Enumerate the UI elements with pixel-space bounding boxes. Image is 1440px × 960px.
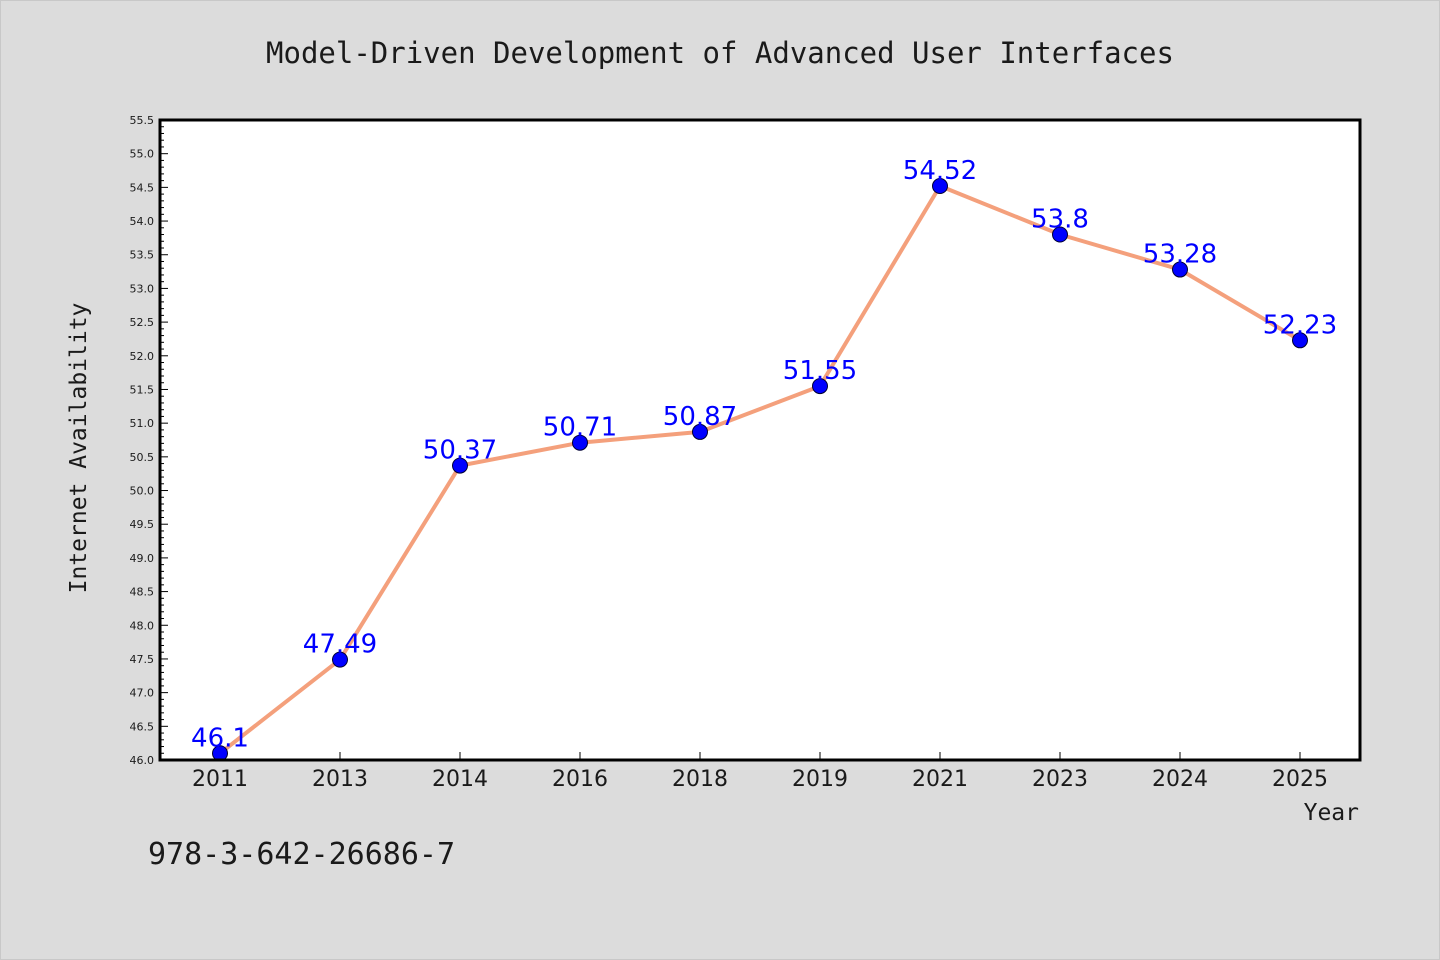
x-tick-label: 2013 — [312, 767, 368, 792]
chart-title: Model-Driven Development of Advanced Use… — [266, 36, 1174, 70]
data-point — [932, 178, 948, 195]
x-tick-label: 2018 — [672, 767, 728, 792]
data-label: 50.87 — [663, 402, 737, 432]
data-label: 50.71 — [543, 413, 617, 443]
y-tick-label: 46.0 — [130, 754, 155, 767]
x-tick-label: 2023 — [1032, 767, 1088, 792]
data-point — [452, 457, 468, 474]
x-tick-label: 2019 — [792, 767, 848, 792]
data-label: 52.23 — [1263, 310, 1337, 340]
y-tick-label: 49.5 — [130, 518, 155, 531]
y-axis: 46.0 46.5 47.0 47.5 48.0 48.5 49.0 49.5 50.0 50.5… — [130, 114, 168, 767]
data-point — [692, 423, 708, 440]
y-axis-label: Internet Availability — [66, 303, 92, 594]
y-tick-label: 48.5 — [130, 586, 155, 599]
y-tick-label: 54.0 — [130, 215, 155, 228]
y-tick-label: 53.0 — [130, 282, 155, 295]
data-point — [1292, 332, 1308, 349]
x-tick-label: 2025 — [1272, 767, 1328, 792]
x-tick-label: 2011 — [192, 767, 248, 792]
data-labels: 46.1 47.49 50.37 50.71 50.87 51.55 54.52 53.8 53… — [191, 156, 1337, 753]
x-axis-label: Year — [1304, 800, 1359, 826]
data-label: 51.55 — [783, 356, 857, 386]
x-tick-label: 2014 — [432, 767, 488, 792]
y-tick-label: 49.0 — [130, 552, 155, 565]
data-label: 47.49 — [303, 630, 377, 660]
y-tick-label: 50.0 — [130, 485, 155, 498]
x-tick-label: 2016 — [552, 767, 608, 792]
x-tick-label: 2024 — [1152, 767, 1208, 792]
series-line — [218, 184, 1302, 755]
y-tick-label: 55.0 — [130, 148, 155, 161]
y-tick-label: 51.0 — [130, 417, 155, 430]
x-tick-label: 2021 — [912, 767, 968, 792]
data-label: 53.28 — [1143, 240, 1217, 270]
y-tick-label: 53.5 — [130, 249, 155, 262]
y-tick-label: 48.0 — [130, 619, 155, 632]
data-label: 50.37 — [423, 436, 497, 466]
isbn-text: 978-3-642-26686-7 — [148, 837, 455, 872]
data-label: 53.8 — [1031, 205, 1089, 235]
y-tick-label: 52.5 — [130, 316, 155, 329]
data-point — [572, 434, 588, 451]
plot-frame — [158, 118, 1362, 762]
data-point — [812, 378, 828, 395]
data-point — [1052, 226, 1068, 243]
y-tick-label: 47.0 — [130, 687, 155, 700]
plot-area — [160, 120, 1360, 760]
y-tick-label: 46.5 — [130, 720, 155, 733]
y-tick-label: 55.5 — [130, 114, 155, 127]
data-label: 46.1 — [191, 723, 249, 753]
y-tick-label: 52.0 — [130, 350, 155, 363]
y-tick-label: 47.5 — [130, 653, 155, 666]
data-point — [332, 651, 348, 668]
y-tick-label: 51.5 — [130, 383, 155, 396]
data-label: 54.52 — [903, 156, 977, 186]
y-tick-label: 54.5 — [130, 181, 155, 194]
y-tick-label: 50.5 — [130, 451, 155, 464]
data-point — [1172, 261, 1188, 278]
